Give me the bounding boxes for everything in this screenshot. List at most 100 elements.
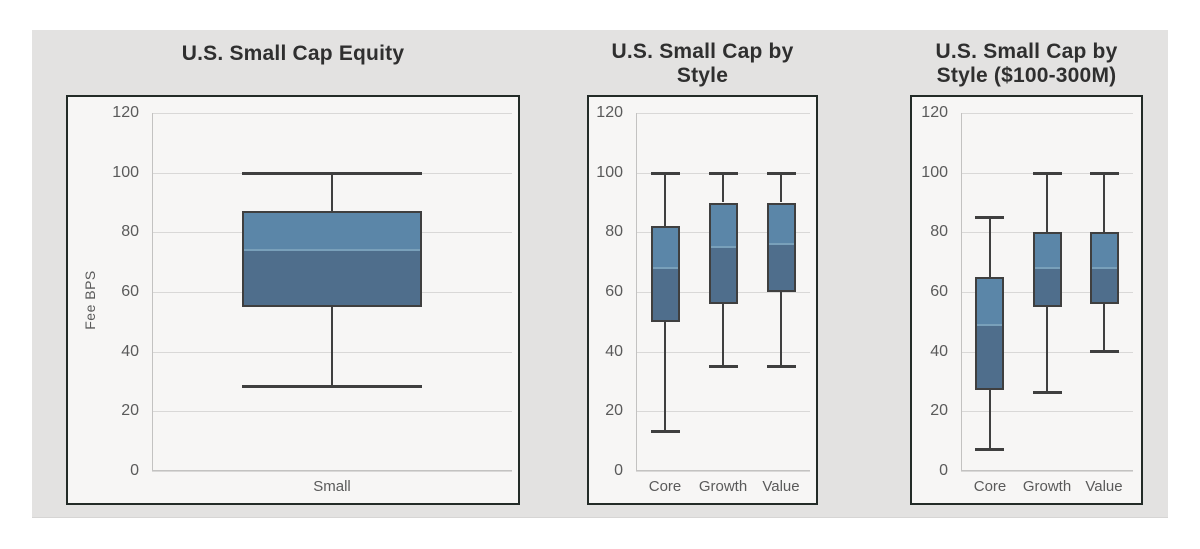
median-line <box>244 249 420 252</box>
box-lower-quartile <box>1035 269 1060 305</box>
whisker-upper-line <box>331 172 333 212</box>
whisker-cap-max <box>242 172 422 175</box>
whisker-cap-max <box>709 172 738 175</box>
box-growth <box>709 202 738 304</box>
y-tick-label: 40 <box>605 343 623 360</box>
whisker-upper-line <box>780 172 782 203</box>
y-tick-label: 120 <box>921 104 948 121</box>
box-upper-quartile <box>1035 234 1060 268</box>
box-value <box>767 202 796 292</box>
chart-title-line: U.S. Small Cap by <box>935 40 1118 63</box>
box-upper-quartile <box>1092 234 1117 268</box>
box-upper-quartile <box>977 279 1002 324</box>
y-tick-label: 60 <box>605 283 623 300</box>
x-axis-label: Growth <box>698 478 748 495</box>
chart-title-us-small-cap-by-style: U.S. Small Cap by Style <box>597 40 808 88</box>
whisker-upper-line <box>1103 172 1105 233</box>
box-lower-quartile <box>711 248 736 302</box>
x-axis-label: Core <box>973 478 1007 495</box>
y-tick-label: 40 <box>121 343 139 360</box>
gridline-0 <box>961 470 1133 472</box>
y-tick-label: 20 <box>121 402 139 419</box>
box-growth <box>1033 232 1062 307</box>
y-tick-label: 20 <box>930 402 948 419</box>
plot-area: 0 20 40 60 80 100 120 Small <box>112 104 512 495</box>
x-axis-label: Small <box>313 478 351 495</box>
y-tick-label: 20 <box>605 402 623 419</box>
whisker-cap-max <box>1033 172 1062 175</box>
whisker-lower-line <box>331 306 333 388</box>
gridline-120 <box>152 112 512 114</box>
x-axis-line <box>961 470 1133 471</box>
whisker-cap-min <box>242 385 422 388</box>
whisker-cap-max <box>975 216 1004 219</box>
chart-title-us-small-cap-by-style-100-300m: U.S. Small Cap by Style ($100-300M) <box>909 40 1144 88</box>
y-tick-label: 0 <box>614 462 623 479</box>
median-line <box>977 323 1002 326</box>
y-tick-label: 60 <box>930 283 948 300</box>
chart-title-us-small-cap-equity: U.S. Small Cap Equity <box>66 42 520 66</box>
x-axis-line <box>152 470 512 471</box>
whisker-upper-line <box>664 172 666 227</box>
median-line <box>653 267 678 270</box>
y-tick-label: 80 <box>121 223 139 240</box>
gridline-120 <box>636 112 810 114</box>
whisker-cap-max <box>1090 172 1119 175</box>
box-value <box>1090 232 1119 304</box>
y-tick-label: 0 <box>130 462 139 479</box>
box-small <box>242 211 422 307</box>
whisker-lower-line <box>664 321 666 433</box>
gridline-20 <box>961 410 1133 412</box>
whisker-cap-min <box>651 430 680 433</box>
gridline-0 <box>152 470 512 472</box>
box-upper-quartile <box>244 213 420 250</box>
whisker-lower-line <box>1103 303 1105 352</box>
whisker-lower-line <box>1046 306 1048 394</box>
chart-canvas: U.S. Small Cap Equity U.S. Small Cap by … <box>32 30 1168 518</box>
gridline-20 <box>636 410 810 412</box>
whisker-cap-max <box>767 172 796 175</box>
whisker-cap-min <box>1033 391 1062 394</box>
whisker-cap-min <box>767 365 796 368</box>
box-lower-quartile <box>977 325 1002 389</box>
box-upper-quartile <box>653 228 678 268</box>
y-axis-line <box>152 113 153 471</box>
median-line <box>1035 267 1060 270</box>
whisker-cap-max <box>651 172 680 175</box>
y-tick-label: 100 <box>596 164 623 181</box>
whisker-lower-line <box>722 303 724 367</box>
plot-area: 0 20 40 60 80 100 120 Core Growth Value <box>596 104 810 495</box>
whisker-upper-line <box>1046 172 1048 233</box>
x-axis-label: Growth <box>1022 478 1072 495</box>
y-tick-label: 120 <box>112 104 139 121</box>
y-axis-line <box>961 113 962 471</box>
median-line <box>769 243 794 246</box>
box-upper-quartile <box>711 204 736 247</box>
box-lower-quartile <box>653 269 678 320</box>
median-line <box>711 246 736 249</box>
gridline-20 <box>152 410 512 412</box>
chart-title-line: Style <box>676 64 729 87</box>
y-tick-label: 80 <box>605 223 623 240</box>
whisker-cap-min <box>1090 350 1119 353</box>
whisker-lower-line <box>780 292 782 367</box>
x-axis-label: Core <box>648 478 682 495</box>
box-lower-quartile <box>769 245 794 290</box>
boxplot-panel-us-small-cap-equity: Fee BPS 0 20 40 60 80 100 120 Small <box>66 95 520 505</box>
whisker-cap-min <box>709 365 738 368</box>
y-tick-label: 40 <box>930 343 948 360</box>
whisker-cap-min <box>975 448 1004 451</box>
gridline-120 <box>961 112 1133 114</box>
x-axis-line <box>636 470 810 471</box>
median-line <box>1092 267 1117 270</box>
chart-title-line: U.S. Small Cap by <box>611 40 794 63</box>
chart-title-line: U.S. Small Cap Equity <box>181 42 405 65</box>
plot-area: 0 20 40 60 80 100 120 Core Growth Value <box>921 104 1133 495</box>
y-tick-label: 80 <box>930 223 948 240</box>
y-tick-label: 100 <box>112 164 139 181</box>
box-upper-quartile <box>769 204 794 244</box>
whisker-lower-line <box>989 390 991 451</box>
gridline-0 <box>636 470 810 472</box>
y-tick-label: 0 <box>939 462 948 479</box>
whisker-upper-line <box>722 172 724 203</box>
